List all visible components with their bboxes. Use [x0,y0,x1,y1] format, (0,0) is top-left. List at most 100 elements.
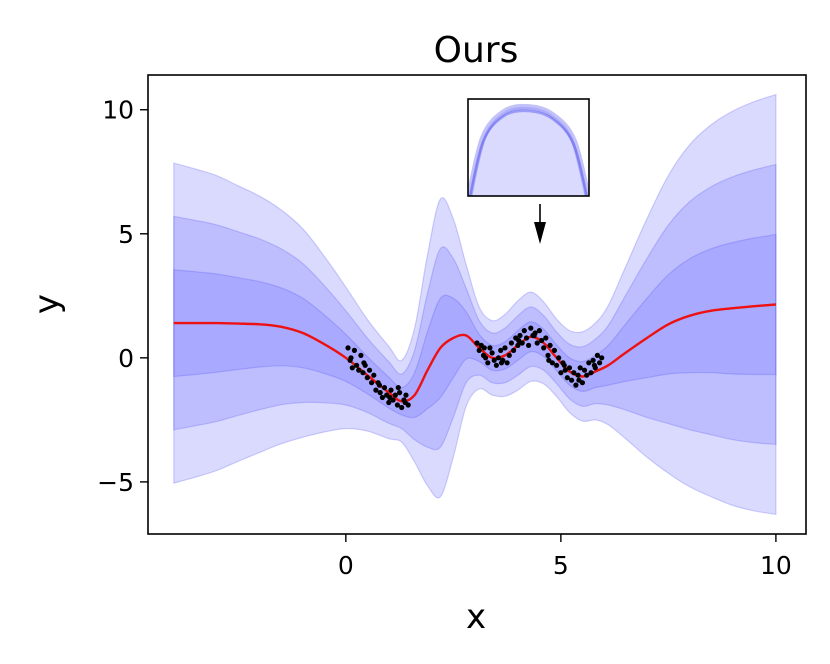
mean-line [173,303,776,403]
observation-point [515,342,521,348]
observation-point [364,375,370,381]
observation-point [594,352,601,358]
observation-point [394,402,400,408]
observation-point [510,347,517,353]
observation-point [564,375,570,381]
observation-point [491,357,497,363]
observation-point [379,394,385,401]
observation-point [376,382,382,388]
observation-point [402,399,408,406]
observation-point [498,347,504,353]
observation-point [588,370,594,376]
observation-point [534,340,540,346]
observation-point [474,340,480,346]
observation-point [358,352,364,358]
observation-point [345,345,351,351]
confidence-band-1sigma [173,233,777,419]
observation-point [551,347,558,353]
inset-frame [467,98,590,197]
observation-point [397,390,403,396]
observation-point [573,382,579,388]
observation-point [388,387,394,393]
observation-point [556,355,562,361]
observation-point [489,350,495,356]
y-tick-label: 10 [102,96,134,125]
observation-point [531,332,537,339]
observation-point [541,345,547,351]
inset-band-fill [469,106,588,196]
y-axis-label: y [27,294,67,314]
observation-point [356,367,362,373]
observation-point [599,355,605,361]
observation-points [345,325,605,411]
observation-point [584,372,590,378]
y-tick-label: 0 [118,344,134,373]
observation-point [597,360,603,366]
observation-point [403,392,409,398]
observation-point [543,335,549,341]
mean-line-group [173,303,776,403]
observation-point [586,360,592,366]
observation-point [581,367,588,373]
observation-point [354,362,360,368]
observation-point [577,365,583,371]
observation-point [493,362,499,368]
observation-point [498,360,505,366]
observation-point [502,345,508,351]
observation-point [526,342,532,348]
zoom-inset [467,98,590,244]
observation-point [546,357,552,363]
observation-point [569,377,575,383]
observation-point [547,342,553,348]
observation-point [485,360,491,366]
observation-point [561,362,567,368]
observation-point [536,328,543,334]
observation-point [516,337,522,344]
observation-point [476,347,482,353]
observation-point [349,365,355,371]
observation-point [360,370,366,376]
observation-point [481,345,487,351]
observation-point [566,365,573,371]
observation-point [351,347,357,353]
x-tick-label: 5 [553,551,569,580]
observation-point [504,360,510,366]
observation-point [517,332,523,339]
plot-frame [147,74,807,535]
observation-point [399,404,405,411]
chart-title: Ours [434,30,519,71]
confidence-band-2sigma [173,163,777,451]
x-axis-label: x [466,597,486,637]
x-tick-label: 0 [338,551,354,580]
observation-point [575,372,581,378]
observation-point [590,357,596,363]
observation-point [377,390,383,396]
observation-point [371,372,377,378]
observation-point [348,355,354,361]
observation-point [487,345,493,351]
confidence-bands [173,93,777,516]
observation-point [521,328,527,334]
observation-point [506,352,512,358]
observation-point [387,394,393,401]
observation-point [591,362,598,368]
observation-point [395,385,401,391]
x-axis-ticks: 0 5 10 [338,534,792,580]
x-tick-label: 10 [760,551,792,580]
observation-point [392,392,398,398]
observation-point [386,399,392,406]
observation-point [554,362,560,368]
observation-point [571,370,577,376]
observation-point [361,360,367,366]
inset-band-inner-edge [468,109,589,196]
observation-point [538,337,545,344]
observation-point [545,352,551,358]
observation-point [508,340,514,346]
observation-point [373,387,379,393]
observation-point [369,380,375,386]
observation-point [576,377,582,383]
observation-point [366,367,373,373]
y-axis-ticks: −5 0 5 10 [97,96,148,497]
observation-point [381,385,388,391]
